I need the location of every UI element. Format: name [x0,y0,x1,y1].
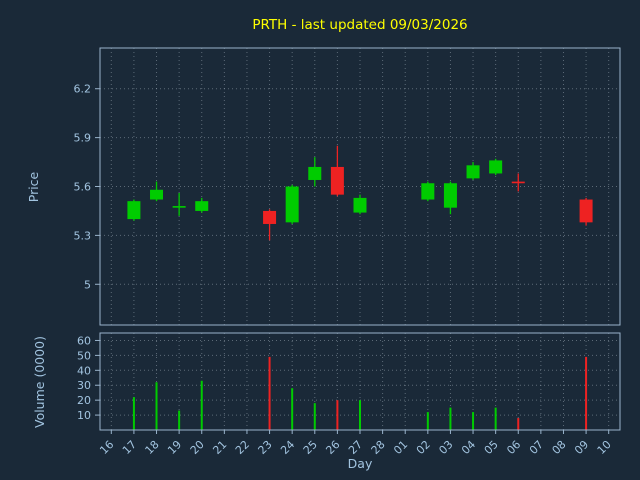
price-y-tick-label: 6.2 [74,83,92,96]
x-tick-label: 09 [572,438,591,457]
x-tick-label: 18 [143,438,162,457]
candle-body [127,201,141,220]
candle-body [195,201,209,211]
price-y-tick-label: 5.6 [74,181,92,194]
x-tick-label: 28 [369,438,388,457]
volume-y-tick-label: 60 [77,334,91,347]
panel-border [99,332,621,431]
candle-body [489,160,503,174]
chart-title: PRTH - last updated 09/03/2026 [252,17,467,33]
volume-y-tick-label: 20 [77,394,91,407]
candle-body [579,199,593,223]
price-axis-label: Price [26,171,41,202]
panel-border [99,47,621,326]
x-tick-label: 05 [482,438,501,457]
candle-body [172,206,186,208]
price-y-tick-label: 5.3 [74,229,92,242]
volume-y-tick-label: 50 [77,349,91,362]
x-tick-label: 20 [188,438,207,457]
x-tick-label: 24 [278,438,297,457]
x-tick-label: 23 [256,438,275,457]
candle-body [466,165,480,179]
x-tick-label: 19 [165,438,184,457]
x-tick-label: 10 [595,438,614,457]
candle-body [353,197,367,213]
candle-body [263,210,277,224]
candle-body [308,166,322,180]
x-axis-label: Day [348,456,373,471]
x-tick-label: 25 [301,438,320,457]
x-tick-label: 22 [233,438,252,457]
x-tick-label: 04 [459,438,478,457]
x-tick-label: 16 [97,438,116,457]
x-tick-label: 03 [436,438,455,457]
price-y-tick-label: 5 [84,278,91,291]
panel-background [100,48,620,325]
price-y-tick-label: 5.9 [74,132,92,145]
x-tick-label: 02 [414,438,433,457]
volume-y-tick-label: 30 [77,379,91,392]
x-tick-label: 26 [323,438,342,457]
volume-axis-label: Volume (0000) [32,336,47,428]
x-tick-label: 21 [210,438,229,457]
candle-body [511,181,525,184]
x-tick-label: 06 [504,438,523,457]
x-tick-label: 17 [120,438,139,457]
candle-body [285,186,299,223]
x-tick-label: 27 [346,438,365,457]
x-tick-label: 08 [550,438,569,457]
x-tick-label: 01 [391,438,410,457]
candle-body [443,183,457,208]
volume-y-tick-label: 10 [77,409,91,422]
x-tick-label: 07 [527,438,546,457]
volume-y-tick-label: 40 [77,364,91,377]
candle-body [150,189,164,200]
candle-body [330,166,344,195]
candle-body [421,183,435,200]
